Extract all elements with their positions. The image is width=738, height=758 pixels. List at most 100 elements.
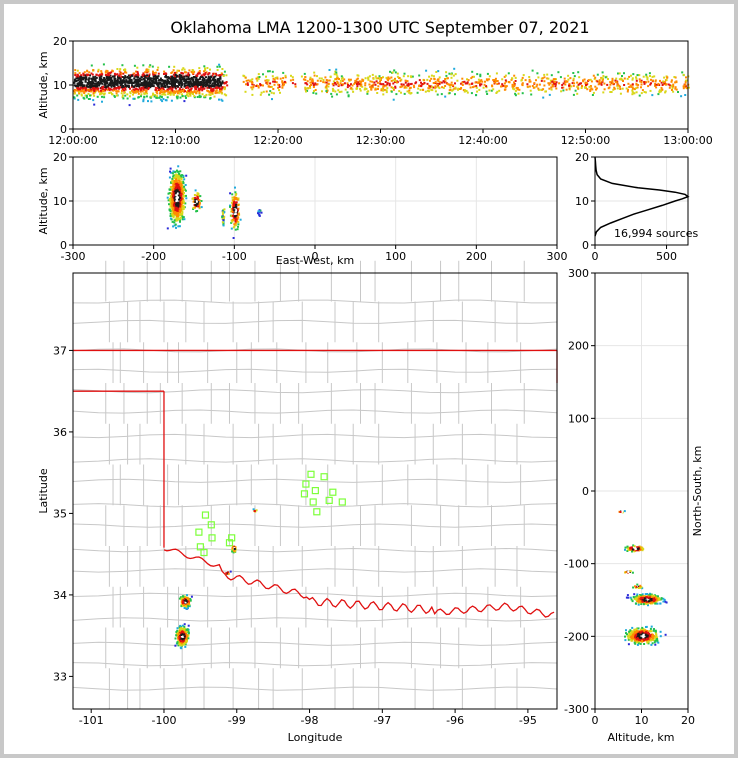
plan-xtick: -98	[301, 714, 319, 727]
ns-source	[663, 598, 666, 601]
ew-source	[237, 197, 240, 200]
th-source	[475, 85, 478, 88]
th-source	[618, 78, 621, 81]
ew-source	[166, 227, 169, 230]
ns-source	[638, 596, 641, 599]
th-source	[442, 86, 445, 89]
th-source	[593, 77, 596, 80]
th-source	[423, 82, 426, 84]
ew-source	[258, 210, 261, 213]
th-source	[501, 83, 504, 86]
th-source	[463, 80, 466, 83]
th-source	[132, 85, 135, 88]
th-xtick: 12:00:00	[48, 134, 97, 147]
th-source	[389, 70, 391, 73]
th-source	[399, 79, 402, 82]
th-source	[124, 83, 127, 86]
th-source	[102, 88, 105, 91]
th-source	[438, 76, 441, 79]
th-source	[86, 81, 89, 84]
ew-source	[233, 201, 236, 203]
th-source	[282, 77, 285, 80]
th-source	[617, 83, 620, 86]
th-source	[163, 72, 166, 75]
th-source	[347, 78, 350, 81]
plan-source	[183, 596, 186, 599]
th-source	[121, 96, 124, 99]
th-source	[156, 87, 159, 90]
th-source	[631, 86, 634, 89]
th-source	[312, 86, 315, 88]
th-source	[378, 75, 381, 78]
th-source	[671, 87, 674, 89]
lma-station	[338, 498, 346, 506]
th-source	[404, 85, 407, 88]
th-source	[121, 81, 124, 84]
ns-source	[635, 597, 638, 600]
th-source	[137, 74, 140, 77]
th-source	[576, 81, 579, 84]
th-source	[313, 90, 315, 92]
plan-source	[181, 637, 184, 640]
th-source	[156, 95, 158, 98]
th-source	[249, 79, 252, 82]
th-source	[554, 84, 557, 87]
th-source	[121, 88, 124, 91]
th-source	[86, 69, 89, 72]
ew-source	[172, 194, 175, 197]
th-source	[110, 88, 113, 91]
ew-source	[177, 201, 180, 204]
plan-source	[185, 600, 188, 602]
th-source	[462, 89, 465, 92]
th-source	[276, 77, 279, 80]
th-source	[478, 88, 481, 91]
th-source	[146, 87, 148, 90]
th-source	[259, 84, 262, 87]
th-source	[382, 93, 385, 96]
th-source	[77, 98, 80, 101]
th-source	[101, 100, 103, 103]
th-source	[78, 91, 81, 94]
ew-source	[171, 193, 173, 196]
plan-source	[180, 644, 183, 647]
th-source	[346, 86, 349, 89]
th-source	[331, 83, 334, 85]
lma-station	[320, 473, 328, 481]
th-source	[149, 86, 152, 89]
th-source	[130, 78, 133, 81]
th-source	[139, 90, 142, 93]
th-source	[418, 85, 421, 87]
plan-source	[186, 628, 189, 631]
th-source	[492, 79, 495, 81]
th-source	[684, 94, 687, 96]
th-source	[652, 79, 654, 82]
th-source	[357, 81, 360, 84]
th-source	[566, 80, 569, 83]
th-source	[110, 82, 113, 85]
th-source	[327, 82, 330, 85]
th-source	[374, 75, 377, 78]
th-source	[172, 91, 175, 94]
plan-source	[181, 599, 184, 602]
th-source	[591, 88, 594, 91]
th-source	[101, 79, 104, 82]
th-source	[469, 86, 472, 89]
th-source	[200, 85, 203, 88]
th-source	[426, 78, 429, 81]
ew-source	[179, 196, 181, 199]
th-source	[311, 82, 314, 85]
ew-source	[232, 237, 235, 239]
ew-source	[231, 196, 234, 199]
plan-source	[185, 630, 188, 633]
th-ytick: 20	[53, 35, 67, 48]
th-source	[95, 89, 98, 92]
th-source	[364, 82, 367, 85]
th-source	[104, 78, 107, 81]
th-source	[340, 90, 343, 93]
th-source	[142, 64, 145, 67]
ew-source	[174, 208, 177, 211]
th-source	[348, 84, 351, 87]
th-source	[202, 77, 205, 80]
th-source	[404, 79, 407, 82]
th-source	[189, 88, 191, 91]
